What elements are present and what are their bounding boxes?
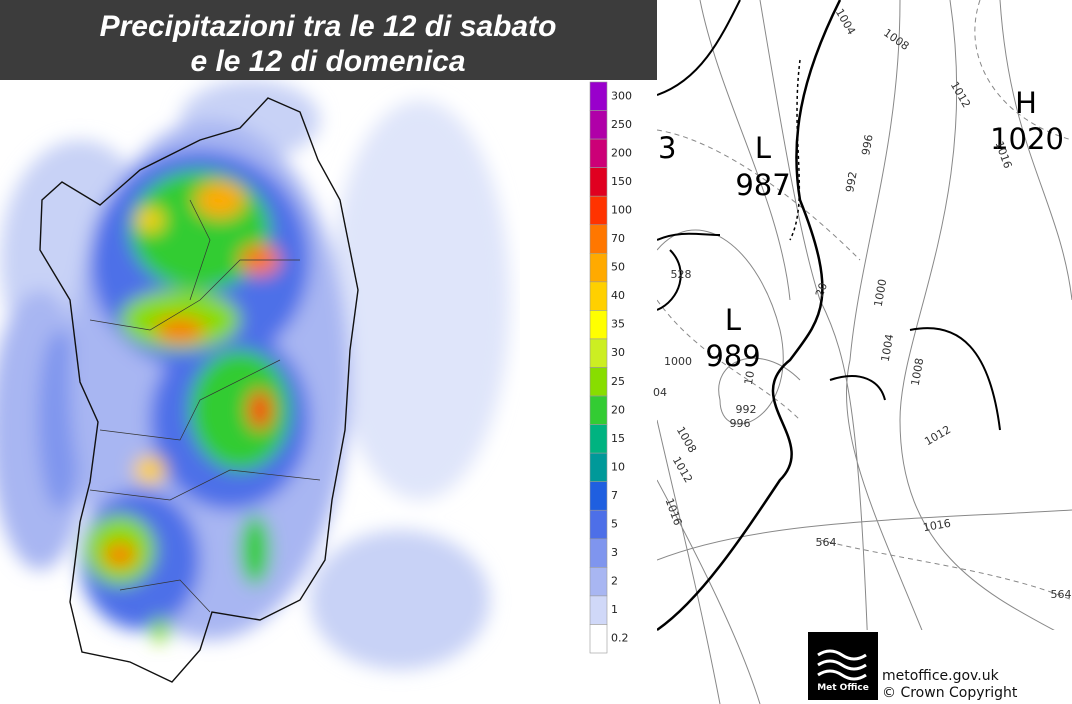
legend-label: 70	[611, 232, 625, 245]
partial-label: 3	[658, 131, 676, 165]
title-band	[0, 0, 657, 80]
isobar-label: 564	[816, 536, 837, 549]
isobar-label: 20	[813, 281, 830, 299]
legend-swatch	[589, 110, 608, 140]
legend-label: 100	[611, 203, 632, 216]
isobar-label: 1004	[879, 333, 897, 363]
legend-swatch	[589, 595, 608, 625]
legend-label: 15	[611, 432, 625, 445]
legend-label: 0.2	[611, 632, 629, 645]
isobar-label: 992	[736, 403, 757, 416]
legend-label: 300	[611, 89, 632, 102]
credit-copyright: © Crown Copyright	[882, 685, 1018, 701]
legend-swatch	[589, 538, 608, 568]
isobar-label: 992	[843, 170, 859, 193]
legend-label: 20	[611, 403, 625, 416]
legend: 300 250 200 150 100 70 50 40 35 30 25 20 15 10 7 5 3 2 1 0.…	[589, 81, 632, 654]
legend-swatch	[589, 395, 608, 425]
pressure-value: 989	[705, 339, 760, 373]
logo-text: Met Office	[817, 683, 869, 693]
legend-label: 150	[611, 175, 632, 188]
legend-swatch	[589, 167, 608, 197]
legend-swatch	[589, 624, 608, 654]
legend-label: 30	[611, 346, 625, 359]
legend-label: 250	[611, 118, 632, 131]
isobar-label: 1000	[872, 278, 890, 308]
isobar-label: 564	[1051, 588, 1072, 601]
isobar-label: 1008	[909, 357, 927, 387]
legend-label: 7	[611, 489, 618, 502]
isobar-label: 996	[859, 133, 875, 156]
synoptic-panel	[657, 0, 1072, 704]
pressure-value: 1020	[990, 122, 1064, 156]
legend-label: 50	[611, 261, 625, 274]
legend-swatch	[589, 224, 608, 254]
legend-label: 5	[611, 518, 618, 531]
legend-swatch	[589, 195, 608, 226]
legend-swatch	[589, 338, 608, 368]
isobar-label: 528	[671, 268, 692, 281]
legend-label: 40	[611, 289, 625, 302]
legend-label: 10	[611, 460, 625, 473]
legend-label: 1	[611, 603, 618, 616]
legend-swatch	[589, 424, 608, 454]
isobar-label: 04	[653, 386, 667, 399]
isobar-label: 996	[730, 417, 751, 430]
legend-label: 3	[611, 546, 618, 559]
legend-label: 2	[611, 575, 618, 588]
precip-map	[0, 80, 510, 683]
legend-label: 200	[611, 146, 632, 159]
legend-label: 25	[611, 375, 625, 388]
synoptic-chart	[657, 0, 1072, 704]
legend-swatch	[589, 452, 608, 482]
legend-swatch	[589, 567, 608, 597]
pressure-type: L	[725, 303, 741, 337]
isobar-label: 10	[742, 370, 757, 386]
legend-swatch	[589, 81, 608, 111]
legend-swatch	[589, 138, 608, 168]
legend-swatch	[589, 281, 608, 311]
legend-swatch	[589, 253, 608, 283]
legend-swatch	[589, 481, 608, 511]
legend-swatch	[589, 367, 608, 397]
credits: Met Office metoffice.gov.uk© Crown Copyri…	[817, 668, 1018, 701]
pressure-value: 987	[735, 168, 790, 202]
isobar-label: 1000	[664, 355, 692, 368]
credit-site: metoffice.gov.uk	[882, 668, 1000, 684]
pressure-type: L	[755, 131, 771, 165]
title-line: e le 12 di domenica	[190, 45, 465, 78]
isobar-label: 1016	[922, 517, 952, 535]
title-line: Precipitazioni tra le 12 di sabato	[100, 10, 557, 43]
logo-waves	[817, 649, 867, 681]
legend-swatch	[589, 310, 608, 340]
pressure-type: H	[1015, 86, 1037, 120]
legend-swatch	[589, 509, 608, 540]
legend-label: 35	[611, 318, 625, 331]
